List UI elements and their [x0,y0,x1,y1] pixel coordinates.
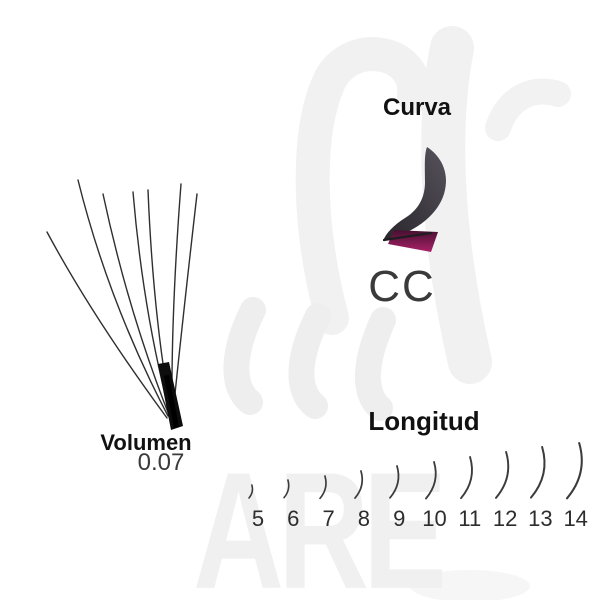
length-lash-graphic [389,465,400,499]
length-value: 7 [322,506,335,531]
length-value: 14 [563,506,588,531]
length-lash-graphic [354,470,363,499]
length-value: 12 [492,506,518,531]
length-lash-graphic [530,446,546,499]
volume-value: 0.07 [137,449,185,476]
length-value: 6 [287,506,300,531]
length-lash-graphic [565,441,583,500]
curve-type-value: CC [368,262,436,311]
watermark-text: ARE [193,437,447,600]
length-scale-row: 5 6 7 8 9 10 11 12 13 14 [0,440,616,550]
length-lash-graphic [495,451,510,499]
length-value: 5 [251,506,265,531]
length-value: 9 [393,506,406,531]
length-value: 11 [458,506,482,531]
length-label: Longitud [368,406,480,436]
length-lash-graphic [459,455,473,499]
curve-label: Curva [382,94,452,121]
volume-label: Volumen [100,430,192,455]
length-value: 13 [528,506,553,531]
curl-lash-graphic [382,147,447,252]
length-lash-graphic [248,484,254,499]
length-lash-graphic [283,479,290,499]
length-lash-graphic [318,474,327,499]
length-lash-graphic [424,460,437,499]
lash-fan-graphic [46,179,198,430]
length-value: 8 [357,506,371,531]
length-value: 10 [422,506,447,531]
